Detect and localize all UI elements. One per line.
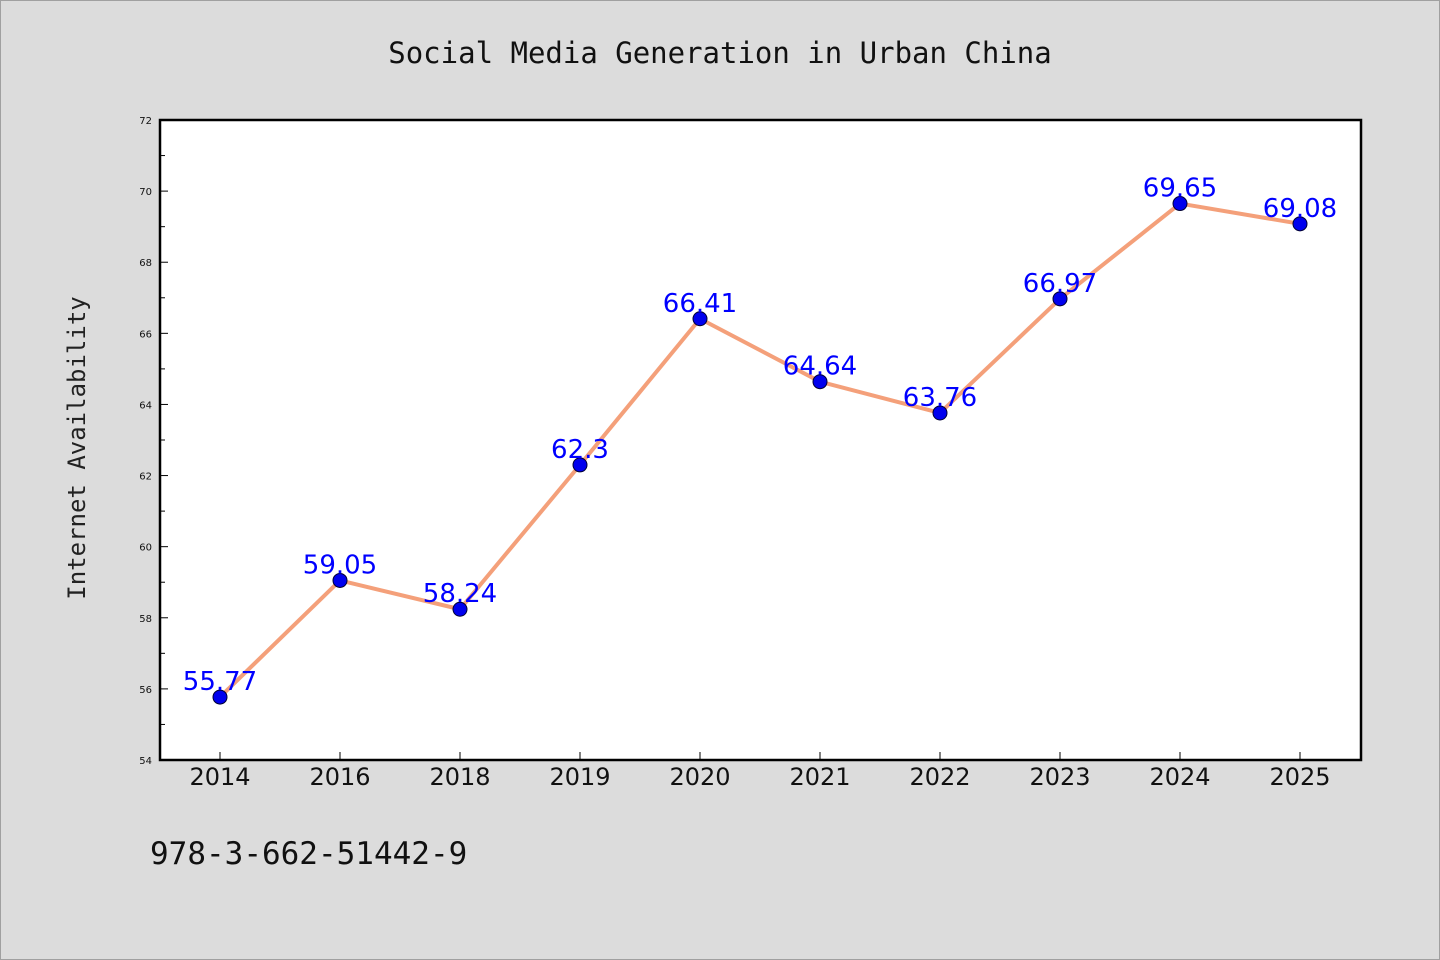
series-line-group <box>212 196 1308 705</box>
x-tick-label: 2023 <box>1029 763 1090 791</box>
x-tick-label: 2022 <box>909 763 970 791</box>
data-label: 62.3 <box>551 435 609 465</box>
y-tick-label: 64 <box>139 400 152 411</box>
x-tick-label: 2024 <box>1149 763 1210 791</box>
data-label: 58.24 <box>423 579 497 609</box>
y-tick-label: 58 <box>139 614 152 625</box>
y-tick-label: 56 <box>139 685 152 696</box>
data-point-marker <box>1052 291 1068 307</box>
y-tick-label: 70 <box>139 187 152 198</box>
x-tick-label: 2014 <box>189 763 250 791</box>
y-tick-label: 62 <box>139 472 152 483</box>
data-label: 55.77 <box>183 667 257 697</box>
data-point-marker <box>932 405 948 421</box>
x-tick-label: 2018 <box>429 763 490 791</box>
x-tick-label: 2020 <box>669 763 730 791</box>
data-label: 59.05 <box>303 550 377 580</box>
data-label: 66.97 <box>1023 269 1097 299</box>
x-tick-label: 2016 <box>309 763 370 791</box>
data-label: 66.41 <box>663 289 737 319</box>
data-label: 64.64 <box>783 352 857 382</box>
y-tick-label: 72 <box>139 116 152 127</box>
x-tick-label: 2025 <box>1269 763 1330 791</box>
data-point-marker <box>452 601 468 617</box>
data-label: 69.65 <box>1143 174 1217 204</box>
data-point-marker <box>572 457 588 473</box>
y-axis-label: Internet Availability <box>63 296 91 599</box>
data-point-marker <box>1172 196 1188 212</box>
y-tick-label: 66 <box>139 329 152 340</box>
data-point-marker <box>332 572 348 588</box>
chart-title: Social Media Generation in Urban China <box>388 36 1051 70</box>
y-tick-label: 54 <box>139 756 152 767</box>
data-label: 63.76 <box>903 383 977 413</box>
y-tick-label: 68 <box>139 258 152 269</box>
y-tick-label: 60 <box>139 543 152 554</box>
data-label: 69.08 <box>1263 194 1337 224</box>
data-point-marker <box>812 374 828 390</box>
x-axis: 2014 2016 2018 2019 2020 2021 2022 2023 2024 2025 <box>189 752 1331 791</box>
data-point-marker <box>692 311 708 327</box>
data-point-marker <box>212 689 228 705</box>
x-tick-label: 2021 <box>789 763 850 791</box>
y-axis: 54 56 58 60 62 64 66 68 70 72 <box>139 116 168 767</box>
x-tick-label: 2019 <box>549 763 610 791</box>
data-labels: 55.77 59.05 58.24 62.3 66.41 64.64 63.76 66.97 6… <box>183 174 1337 698</box>
data-point-marker <box>1292 216 1308 232</box>
plot-area <box>158 118 1363 762</box>
isbn-footnote: 978-3-662-51442-9 <box>150 836 467 872</box>
series-line <box>218 201 1301 699</box>
